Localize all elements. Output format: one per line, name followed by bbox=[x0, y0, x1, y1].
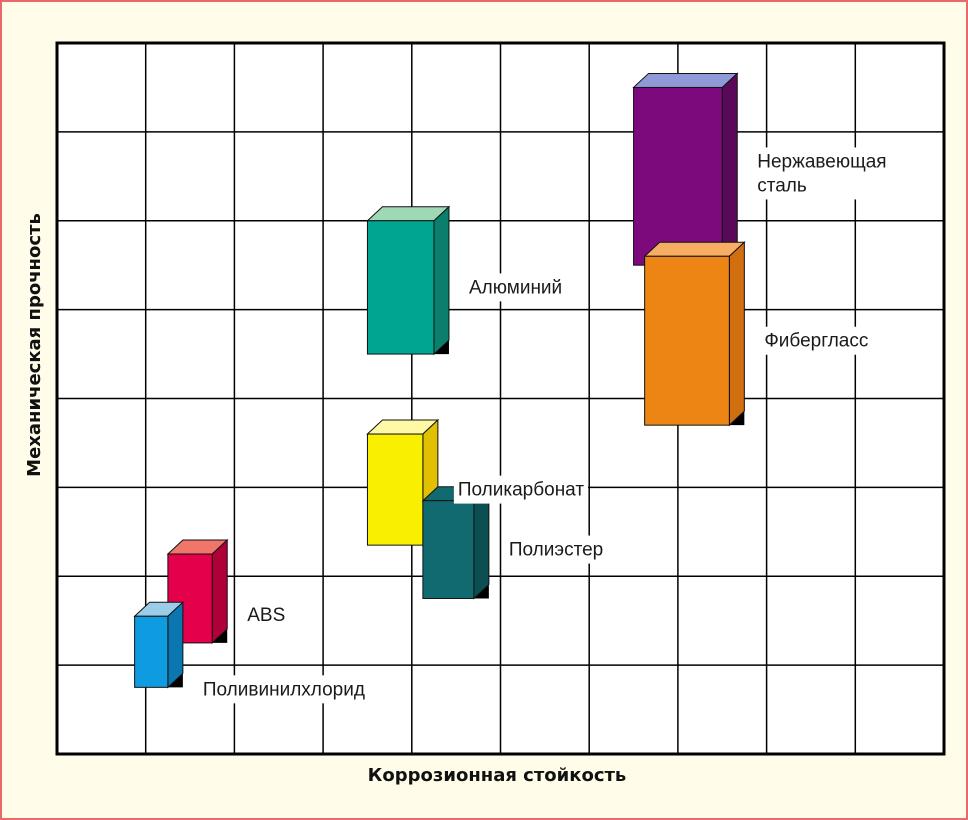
bar-5-side bbox=[211, 538, 228, 645]
label-0: Нержавеющая сталь bbox=[753, 147, 891, 200]
label-3-bg bbox=[453, 475, 589, 504]
bar-1-front bbox=[366, 220, 435, 355]
bar-6-side bbox=[167, 601, 184, 689]
label-1-bg bbox=[464, 273, 567, 302]
y-axis-title: Механическая прочность bbox=[24, 213, 45, 477]
bar-2-front bbox=[644, 255, 730, 426]
series-label-4-line-0: Полиэстер bbox=[509, 540, 603, 561]
series-label-5-line-0: ABS bbox=[247, 605, 285, 626]
label-6-bg bbox=[198, 675, 369, 704]
series-label-2-line-0: Фибергласс bbox=[764, 331, 868, 352]
series-label-1-line-0: Алюминий bbox=[469, 277, 562, 298]
label-5-bg bbox=[243, 600, 290, 629]
bar-2-top bbox=[643, 241, 746, 257]
bar-2 bbox=[643, 241, 746, 427]
bars-layer bbox=[133, 72, 746, 689]
label-3: Поликарбонат bbox=[453, 475, 589, 504]
series-label-3-line-0: Поликарбонат bbox=[458, 480, 584, 501]
bar-3-front bbox=[366, 433, 424, 546]
series-label-6-line-0: Поливинилхлорид bbox=[203, 679, 365, 700]
x-axis-title: Коррозионная стойкость bbox=[368, 765, 627, 786]
bar-6 bbox=[133, 601, 185, 689]
bar-1-side bbox=[433, 205, 450, 356]
bar-5 bbox=[166, 538, 229, 645]
bar-0-front bbox=[633, 86, 723, 266]
label-4-bg bbox=[504, 535, 608, 564]
bar-0-side bbox=[721, 72, 738, 267]
label-5: ABS bbox=[243, 600, 290, 629]
label-2-bg bbox=[760, 326, 873, 355]
series-label-0-line-0: Нержавеющая bbox=[757, 151, 886, 172]
bar-4-front bbox=[422, 500, 475, 599]
label-4: Полиэстер bbox=[504, 535, 608, 564]
label-2: Фибергласс bbox=[760, 326, 873, 355]
labels-layer: Нержавеющая сталь Алюминий Фибергласс Полика… bbox=[198, 147, 891, 704]
label-1: Алюминий bbox=[464, 273, 567, 302]
series-label-0-line-1: сталь bbox=[757, 175, 807, 196]
bar-1 bbox=[366, 205, 451, 356]
bar-0-top bbox=[632, 72, 739, 88]
bar-2-side bbox=[728, 241, 745, 427]
bar-6-front bbox=[134, 615, 169, 688]
label-0-bg bbox=[753, 147, 891, 200]
label-6: Поливинилхлорид bbox=[198, 675, 369, 704]
bar-0 bbox=[632, 72, 739, 267]
